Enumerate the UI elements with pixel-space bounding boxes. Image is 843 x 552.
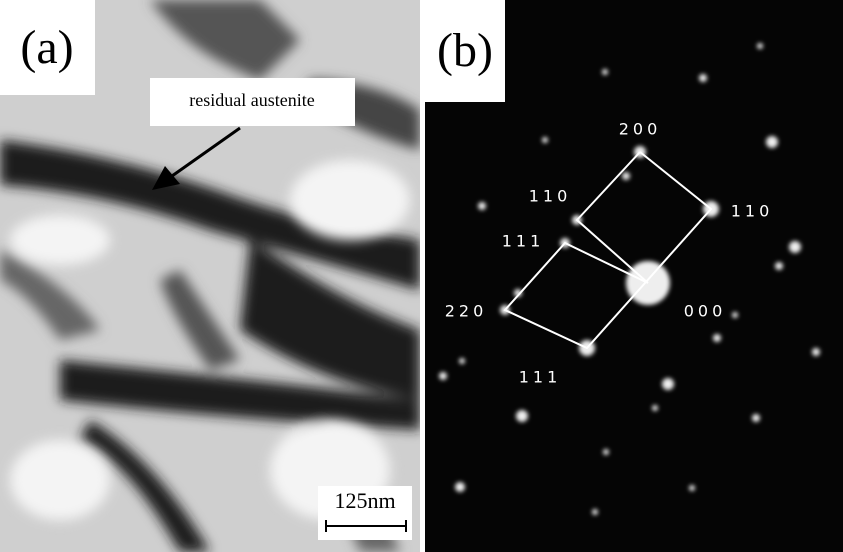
- spot-index: 200: [619, 120, 662, 139]
- panel-label: (b): [437, 24, 493, 77]
- panel-label: (a): [20, 21, 73, 74]
- figure: (a) residual austenite 125nm (b) 200 110…: [0, 0, 843, 552]
- spot-index: 111: [519, 368, 562, 387]
- scale-label: 125nm: [334, 488, 395, 513]
- spot-index: 000: [684, 302, 727, 321]
- spot-index: 110: [731, 202, 774, 221]
- annotation: residual austenite: [189, 90, 314, 110]
- spot-index: 111: [502, 232, 545, 251]
- spot-index: 110: [529, 187, 572, 206]
- spot-index: 220: [445, 302, 488, 321]
